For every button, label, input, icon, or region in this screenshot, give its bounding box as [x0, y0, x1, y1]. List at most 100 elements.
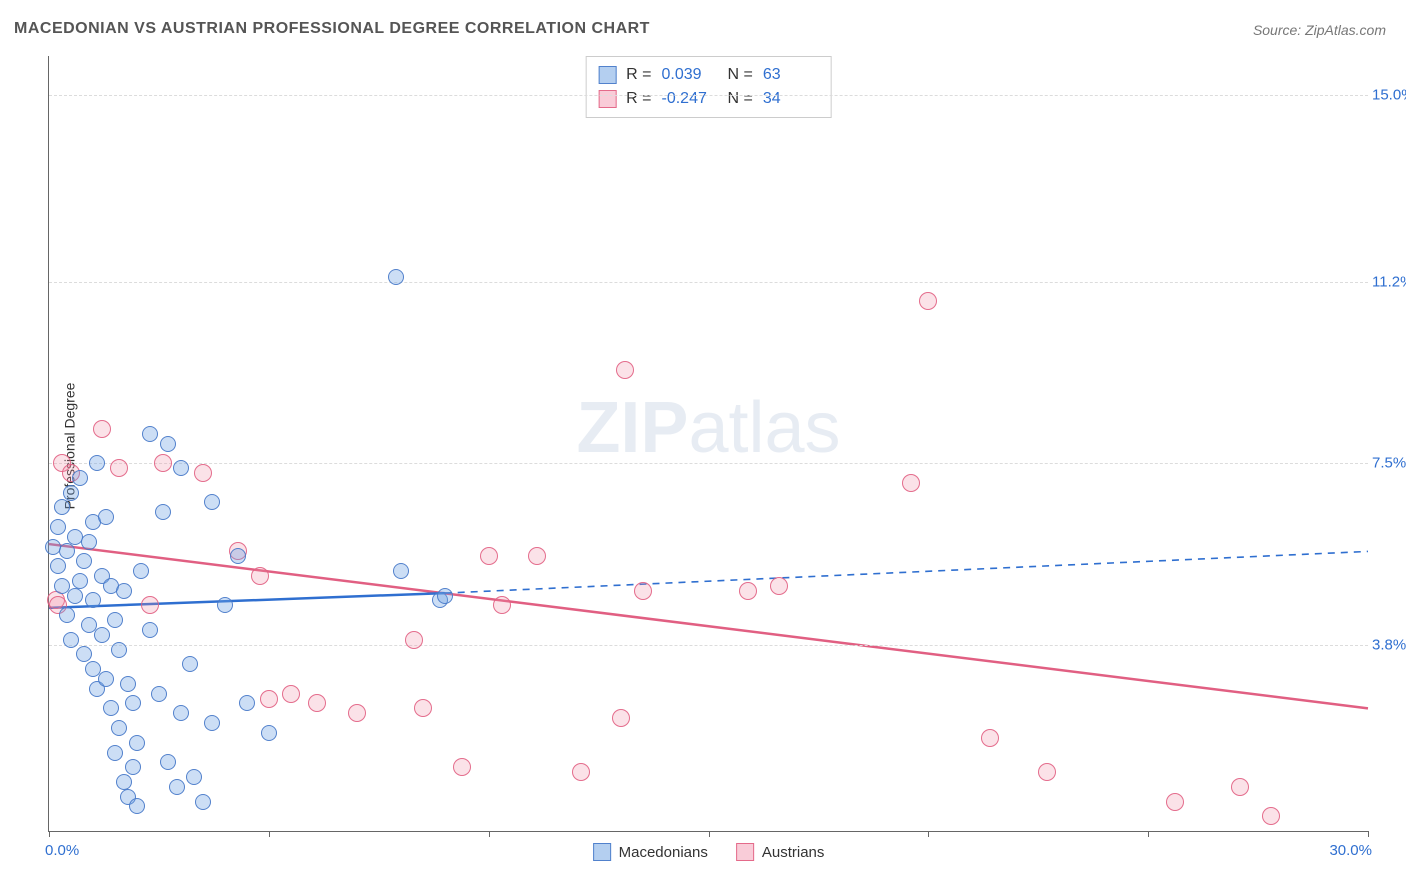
data-point	[54, 499, 70, 515]
x-tick	[1368, 831, 1369, 837]
data-point	[59, 607, 75, 623]
plot-area: ZIPatlas R = 0.039 N = 63 R = -0.247 N =…	[48, 56, 1368, 832]
data-point	[260, 690, 278, 708]
data-point	[217, 597, 233, 613]
data-point	[151, 686, 167, 702]
data-point	[76, 553, 92, 569]
bottom-legend: Macedonians Austrians	[593, 843, 825, 861]
data-point	[120, 676, 136, 692]
data-point	[110, 459, 128, 477]
data-point	[194, 464, 212, 482]
legend-item-macedonians: Macedonians	[593, 843, 708, 861]
data-point	[405, 631, 423, 649]
y-tick-label: 11.2%	[1372, 273, 1406, 290]
data-point	[239, 695, 255, 711]
data-point	[141, 596, 159, 614]
y-gridline	[49, 95, 1368, 96]
data-point	[1038, 763, 1056, 781]
data-point	[919, 292, 937, 310]
data-point	[125, 759, 141, 775]
data-point	[251, 567, 269, 585]
data-point	[388, 269, 404, 285]
data-point	[103, 700, 119, 716]
x-tick	[49, 831, 50, 837]
data-point	[72, 470, 88, 486]
x-tick	[709, 831, 710, 837]
data-point	[616, 361, 634, 379]
y-gridline	[49, 463, 1368, 464]
data-point	[85, 592, 101, 608]
data-point	[230, 548, 246, 564]
data-point	[981, 729, 999, 747]
data-point	[116, 583, 132, 599]
data-point	[186, 769, 202, 785]
data-point	[142, 622, 158, 638]
data-point	[493, 596, 511, 614]
data-point	[1262, 807, 1280, 825]
data-point	[572, 763, 590, 781]
data-point	[98, 671, 114, 687]
data-point	[50, 558, 66, 574]
trend-line	[49, 593, 445, 608]
chart-title: MACEDONIAN VS AUSTRIAN PROFESSIONAL DEGR…	[14, 20, 650, 38]
chart-container: MACEDONIAN VS AUSTRIAN PROFESSIONAL DEGR…	[0, 0, 1406, 892]
swatch-blue-icon	[593, 843, 611, 861]
data-point	[1166, 793, 1184, 811]
trend-line	[49, 544, 1368, 708]
data-point	[770, 577, 788, 595]
data-point	[93, 420, 111, 438]
trend-line	[445, 551, 1368, 593]
legend-label-1: Austrians	[762, 844, 825, 861]
data-point	[204, 715, 220, 731]
data-point	[111, 720, 127, 736]
x-axis-min-label: 0.0%	[45, 842, 79, 859]
data-point	[480, 547, 498, 565]
data-point	[154, 454, 172, 472]
data-point	[111, 642, 127, 658]
data-point	[739, 582, 757, 600]
data-point	[133, 563, 149, 579]
data-point	[160, 436, 176, 452]
data-point	[72, 573, 88, 589]
data-point	[169, 779, 185, 795]
x-tick	[269, 831, 270, 837]
data-point	[612, 709, 630, 727]
data-point	[1231, 778, 1249, 796]
source-label: Source: ZipAtlas.com	[1253, 22, 1386, 38]
data-point	[528, 547, 546, 565]
x-tick	[928, 831, 929, 837]
data-point	[98, 509, 114, 525]
data-point	[634, 582, 652, 600]
data-point	[393, 563, 409, 579]
data-point	[195, 794, 211, 810]
legend-label-0: Macedonians	[619, 844, 708, 861]
data-point	[129, 798, 145, 814]
data-point	[414, 699, 432, 717]
data-point	[173, 705, 189, 721]
data-point	[173, 460, 189, 476]
data-point	[308, 694, 326, 712]
data-point	[348, 704, 366, 722]
y-gridline	[49, 282, 1368, 283]
source-link[interactable]: ZipAtlas.com	[1305, 22, 1386, 38]
data-point	[67, 588, 83, 604]
data-point	[107, 745, 123, 761]
data-point	[261, 725, 277, 741]
y-gridline	[49, 645, 1368, 646]
data-point	[50, 519, 66, 535]
data-point	[59, 543, 75, 559]
legend-item-austrians: Austrians	[736, 843, 825, 861]
data-point	[63, 485, 79, 501]
data-point	[89, 455, 105, 471]
x-tick	[1148, 831, 1149, 837]
trend-lines-layer	[49, 56, 1368, 831]
y-tick-label: 3.8%	[1372, 636, 1406, 653]
data-point	[116, 774, 132, 790]
data-point	[125, 695, 141, 711]
data-point	[437, 588, 453, 604]
data-point	[155, 504, 171, 520]
data-point	[204, 494, 220, 510]
data-point	[282, 685, 300, 703]
data-point	[76, 646, 92, 662]
data-point	[129, 735, 145, 751]
